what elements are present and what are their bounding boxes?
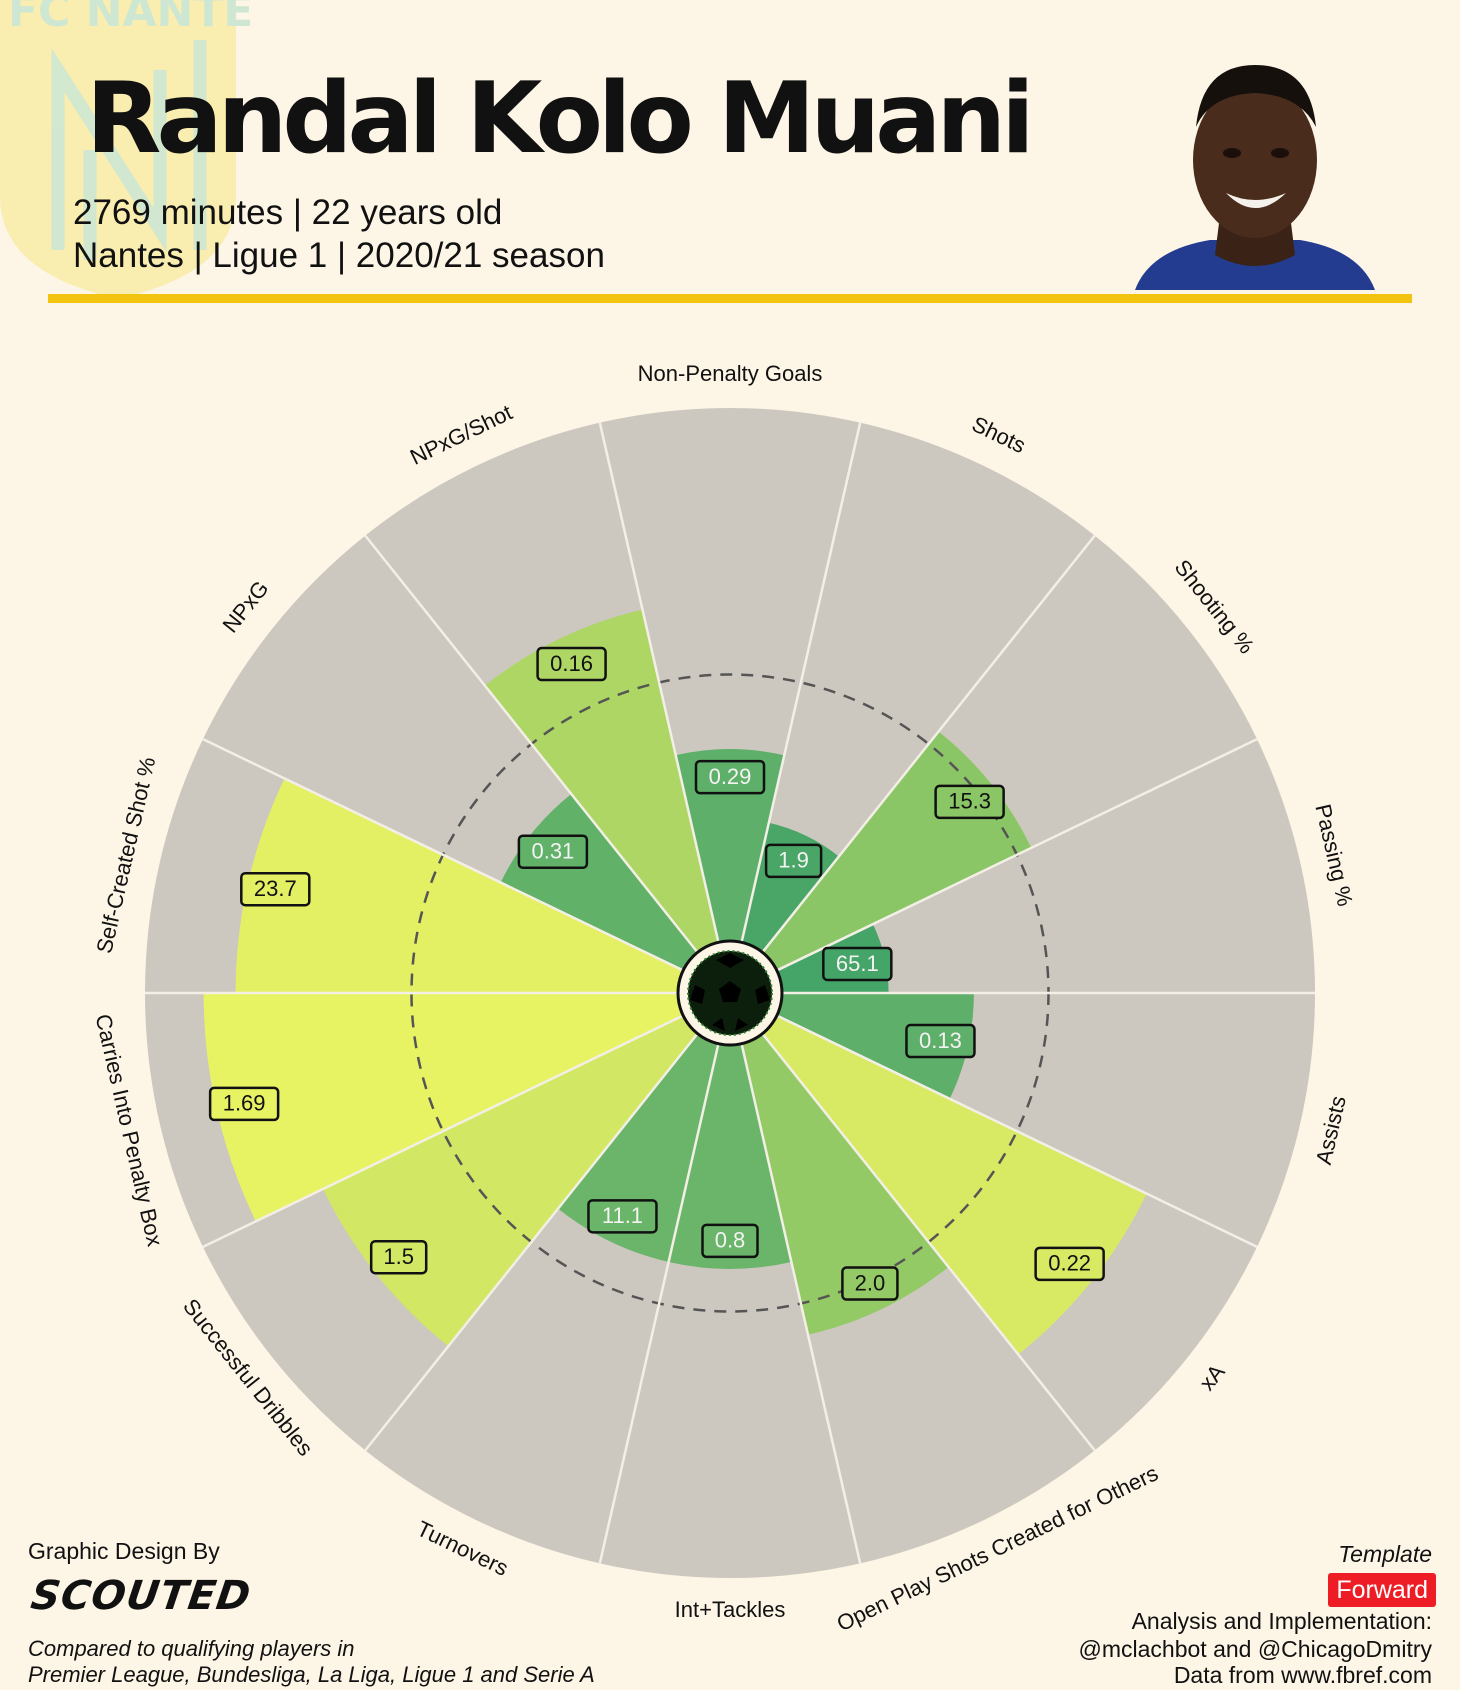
value-label-shots: 1.9 bbox=[764, 843, 823, 879]
value-box bbox=[822, 946, 893, 982]
value-box bbox=[369, 1239, 428, 1275]
axis-label-passing: Passing % bbox=[1310, 802, 1358, 909]
value-box bbox=[841, 1266, 899, 1301]
slice-background-int-tackles bbox=[599, 1043, 861, 1579]
slice-divider bbox=[740, 422, 862, 943]
slice-divider bbox=[776, 738, 1258, 972]
slice-value-open-play-shots-created-for-others bbox=[741, 1033, 949, 1335]
slice-divider bbox=[776, 1014, 1258, 1248]
value-text: 23.7 bbox=[254, 876, 297, 901]
slice-background-shots bbox=[741, 422, 1095, 953]
player-name: Randal Kolo Muani bbox=[86, 62, 1035, 176]
slice-value-assists bbox=[776, 993, 974, 1099]
brand-logo: SCOUTED bbox=[28, 1573, 255, 1619]
axis-label-int-tackles: Int+Tackles bbox=[675, 1597, 786, 1622]
template-label: Template bbox=[1338, 1541, 1432, 1567]
value-text: 2.0 bbox=[855, 1270, 886, 1295]
value-text: 0.13 bbox=[919, 1028, 962, 1053]
value-box bbox=[587, 1199, 658, 1234]
design-credit-label: Graphic Design By bbox=[28, 1538, 220, 1564]
slice-dividers bbox=[145, 422, 1315, 1564]
template-badge: Forward bbox=[1328, 1573, 1436, 1607]
value-label-open-play-shots-created-for-others: 2.0 bbox=[841, 1266, 899, 1301]
value-label-carries-into-penalty-box: 1.69 bbox=[208, 1086, 280, 1122]
slice-divider bbox=[202, 1014, 684, 1248]
value-text: 0.8 bbox=[715, 1228, 746, 1253]
soccer-ball-icon bbox=[676, 939, 784, 1047]
player-minutes-age: 2769 minutes | 22 years old bbox=[73, 193, 503, 232]
value-label-npxg-shot: 0.16 bbox=[536, 646, 607, 682]
value-text: 0.31 bbox=[531, 839, 574, 864]
value-text: 11.1 bbox=[602, 1203, 643, 1228]
club-logo: FC NANTES bbox=[0, 0, 250, 300]
value-box bbox=[517, 834, 589, 870]
value-box bbox=[701, 1223, 759, 1259]
value-label-assists: 0.13 bbox=[905, 1023, 976, 1059]
value-text: 65.1 bbox=[836, 951, 879, 976]
value-text: 0.29 bbox=[709, 764, 752, 789]
axis-label-non-penalty-goals: Non-Penalty Goals bbox=[638, 361, 823, 386]
axis-label-xa: xA bbox=[1194, 1359, 1230, 1395]
header-divider bbox=[48, 294, 1412, 303]
player-photo bbox=[1135, 65, 1375, 290]
slice-divider bbox=[761, 1032, 1096, 1452]
value-label-npxg: 0.31 bbox=[517, 834, 589, 870]
slice-divider bbox=[740, 1043, 862, 1564]
value-box bbox=[536, 646, 607, 682]
value-label-passing: 65.1 bbox=[822, 946, 893, 982]
slice-value-non-penalty-goals bbox=[675, 749, 785, 943]
slice-value-self-created-shot bbox=[235, 778, 684, 993]
value-text: 15.3 bbox=[948, 789, 991, 814]
value-box bbox=[240, 871, 311, 907]
slice-divider bbox=[598, 1043, 720, 1564]
value-label-turnovers: 11.1 bbox=[587, 1199, 658, 1234]
value-box bbox=[208, 1086, 280, 1122]
slice-divider bbox=[364, 1032, 699, 1452]
value-text: 1.5 bbox=[383, 1244, 414, 1269]
value-label-shooting: 15.3 bbox=[934, 784, 1005, 820]
value-box bbox=[905, 1023, 976, 1059]
value-box bbox=[934, 784, 1005, 820]
player-club-league-season: Nantes | Ligue 1 | 2020/21 season bbox=[73, 236, 605, 275]
club-logo-text: FC NANTES bbox=[8, 0, 250, 37]
slice-value-carries-into-penalty-box bbox=[203, 993, 684, 1222]
value-text: 0.22 bbox=[1048, 1251, 1091, 1276]
slice-divider bbox=[364, 534, 699, 954]
value-text: 1.69 bbox=[223, 1091, 266, 1116]
axis-label-npxg: NPxG bbox=[217, 576, 273, 637]
slice-value-npxg-shot bbox=[484, 609, 719, 953]
value-text: 0.16 bbox=[550, 651, 593, 676]
value-text: 1.9 bbox=[778, 848, 809, 873]
value-label-xa: 0.22 bbox=[1034, 1246, 1105, 1282]
value-label-successful-dribbles: 1.5 bbox=[369, 1239, 428, 1275]
credits-line-3: Data from www.fbref.com bbox=[1173, 1662, 1432, 1688]
slice-divider bbox=[761, 534, 1096, 954]
value-label-self-created-shot: 23.7 bbox=[240, 871, 311, 907]
value-label-non-penalty-goals: 0.29 bbox=[694, 759, 766, 795]
credits-line-2: @mclachbot and @ChicagoDmitry bbox=[1078, 1636, 1433, 1662]
value-labels: 0.29 1.9 15.3 65.1 0.13 0.22 2.0 0.8 11.1 1.5 1.69… bbox=[208, 646, 1105, 1301]
slice-background-passing bbox=[776, 739, 1315, 993]
value-box bbox=[694, 759, 766, 795]
slice-divider bbox=[202, 738, 684, 972]
value-box bbox=[764, 843, 823, 879]
comparison-note-1: Compared to qualifying players in bbox=[28, 1636, 355, 1661]
value-label-int-tackles: 0.8 bbox=[701, 1223, 759, 1259]
slice-value-int-tackles bbox=[668, 1043, 792, 1269]
axis-label-assists: Assists bbox=[1311, 1093, 1351, 1167]
value-box bbox=[1034, 1246, 1105, 1282]
slice-divider bbox=[598, 422, 720, 943]
comparison-note-2: Premier League, Bundesliga, La Liga, Lig… bbox=[28, 1662, 595, 1687]
axis-label-shots: Shots bbox=[968, 411, 1030, 458]
credits-line-1: Analysis and Implementation: bbox=[1131, 1608, 1432, 1634]
